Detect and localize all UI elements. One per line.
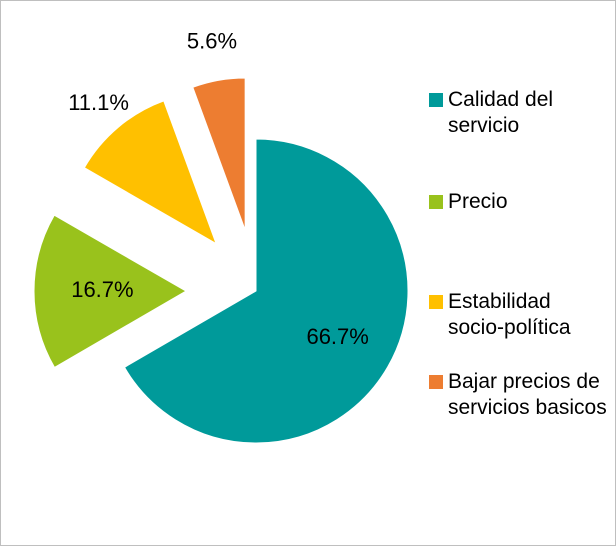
data-label: 66.7% [306, 324, 368, 349]
legend-item: Precio [429, 189, 609, 215]
legend-item: Estabilidad socio-política [429, 289, 609, 341]
legend-item: Calidad del servicio [429, 87, 609, 139]
legend-swatch [429, 93, 443, 107]
data-label: 5.6% [187, 29, 237, 54]
legend-swatch [429, 195, 443, 209]
data-label: 11.1% [68, 90, 129, 115]
pie-slice [123, 138, 409, 444]
legend-item: Bajar precios de servicios basicos [429, 369, 609, 421]
legend-label: Estabilidad socio-política [448, 290, 571, 339]
legend-label: Calidad del servicio [448, 88, 554, 137]
legend-label: Bajar precios de servicios basicos [448, 370, 607, 419]
legend-swatch [429, 295, 443, 309]
data-label: 16.7% [71, 277, 133, 302]
legend-swatch [429, 375, 443, 389]
legend-label: Precio [448, 190, 508, 213]
pie-slice [33, 214, 187, 369]
pie-slice [192, 77, 246, 231]
pie-slice [83, 100, 218, 245]
